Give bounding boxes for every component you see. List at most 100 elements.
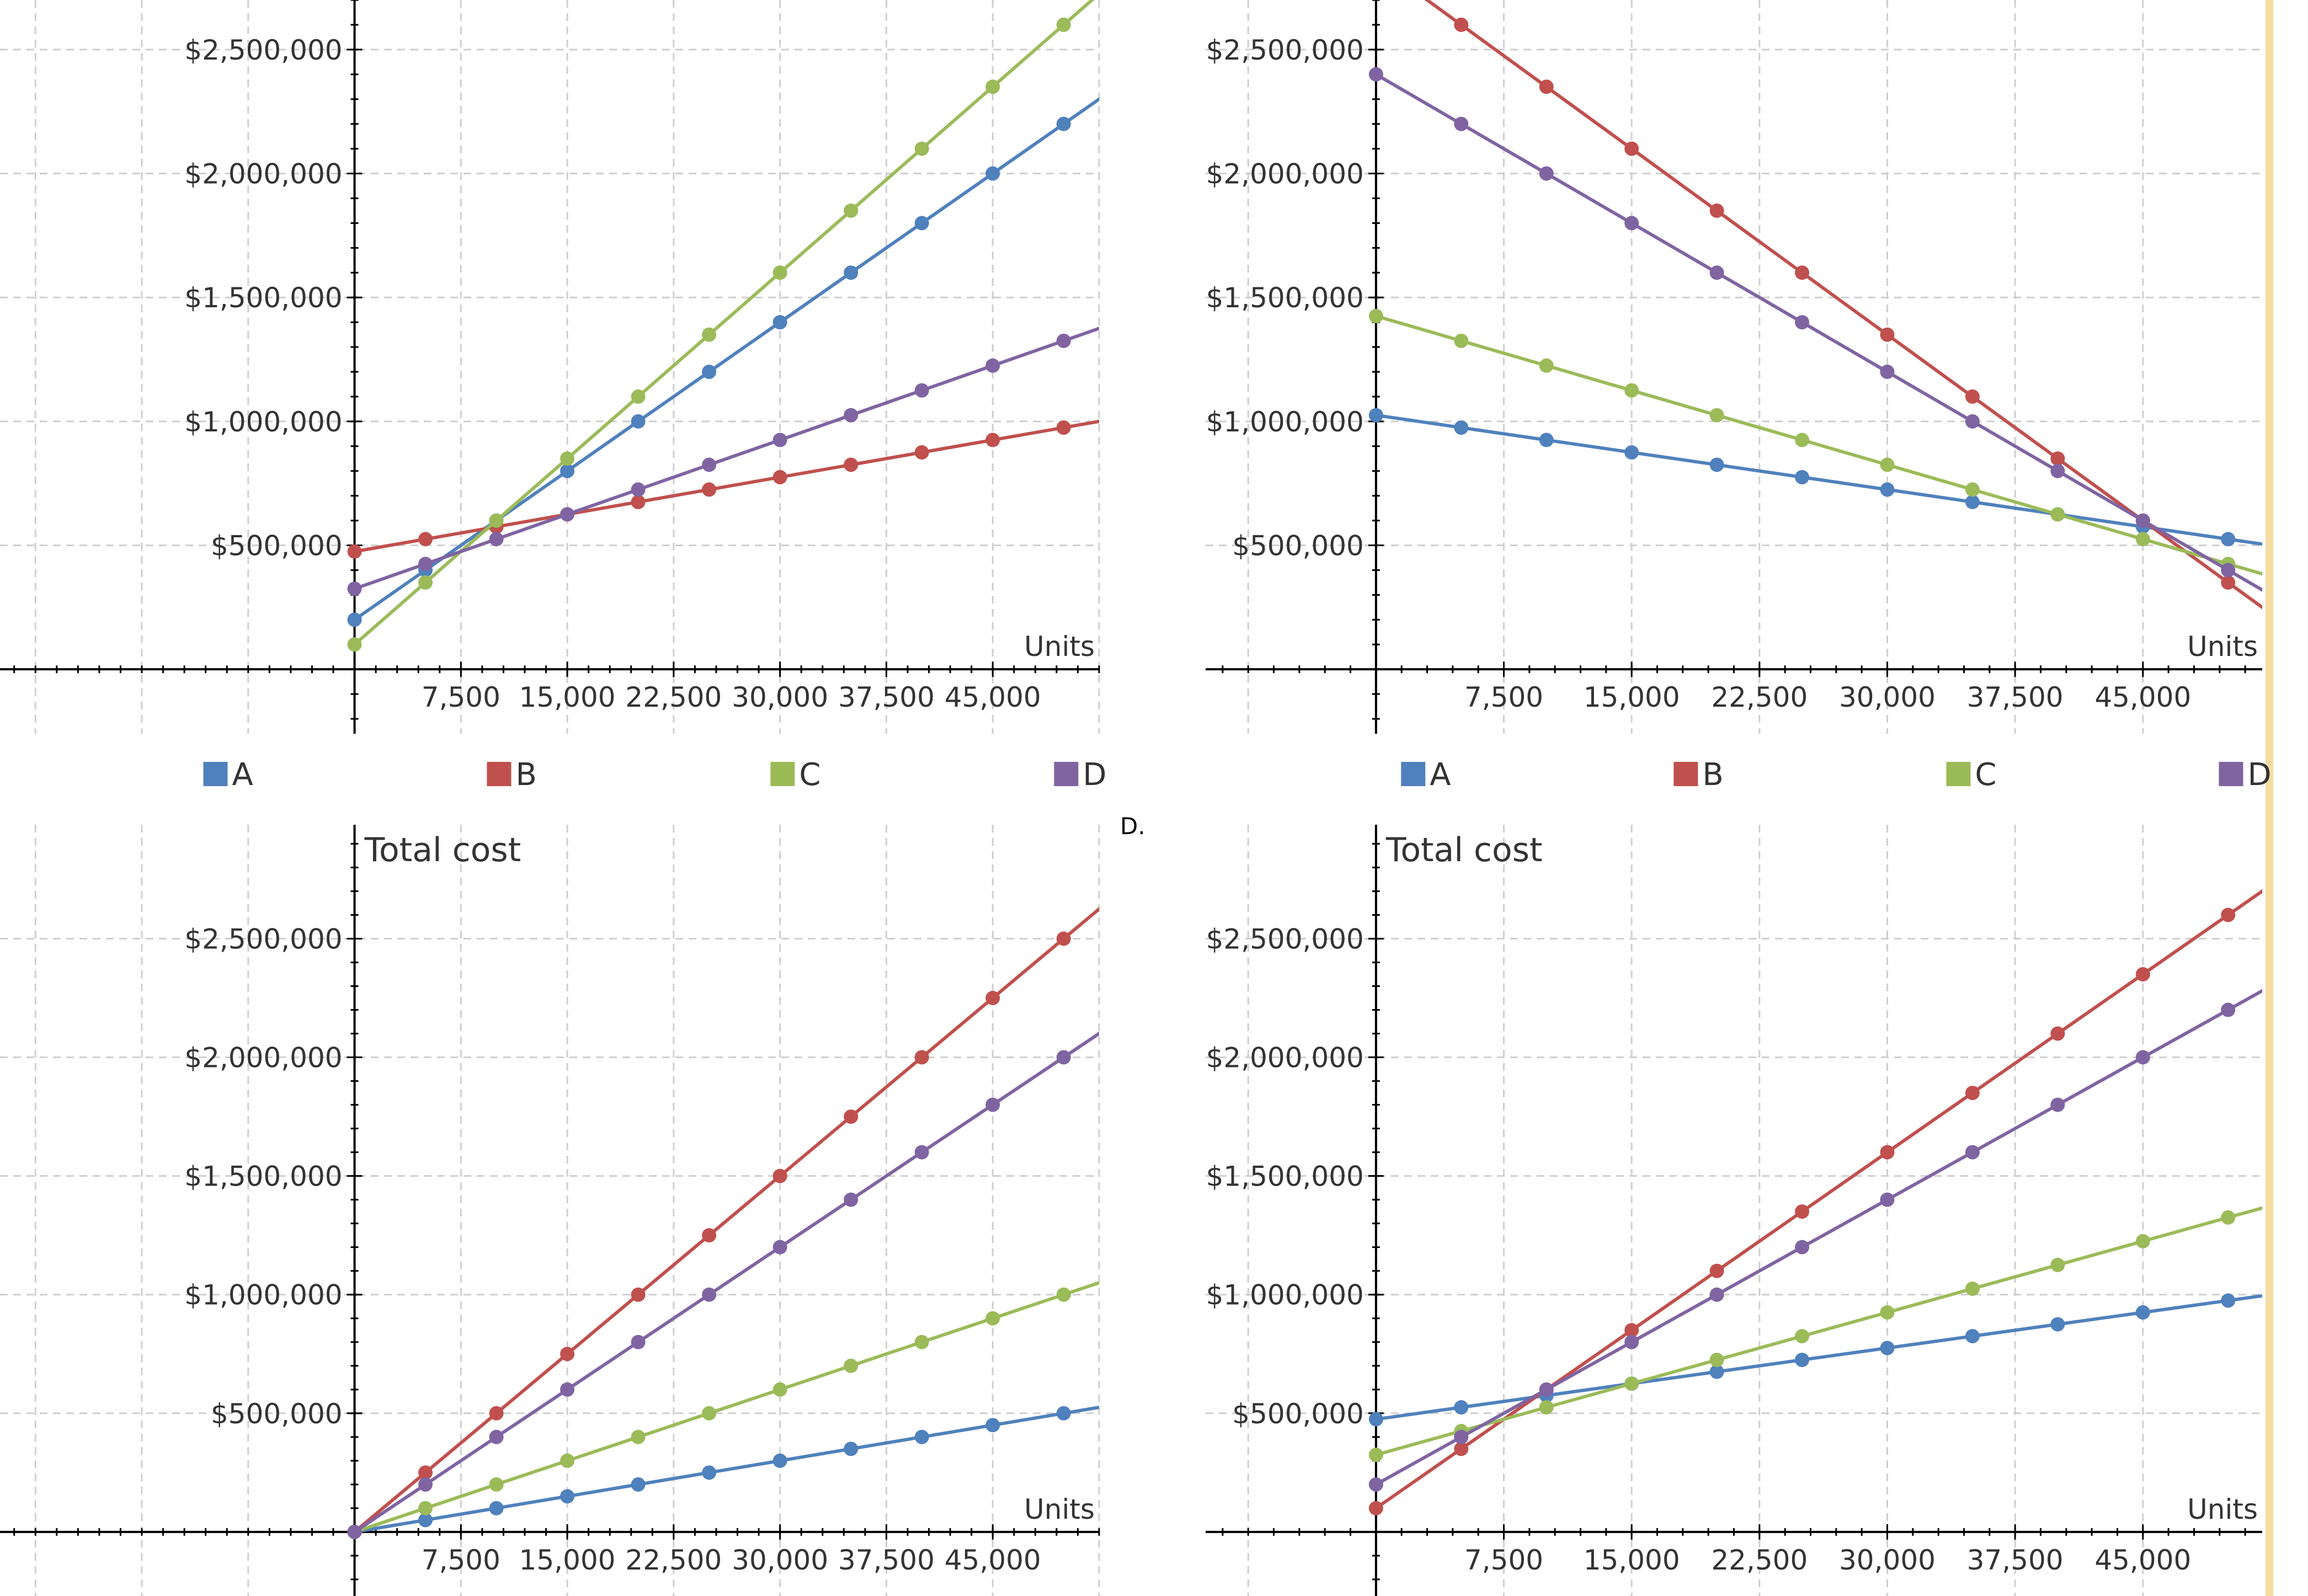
data-point-C (1624, 1376, 1639, 1391)
series-line-B (353, 906, 1099, 1534)
data-point-C (1056, 17, 1071, 32)
y-tick-label: $2,500,000 (184, 923, 342, 955)
data-point-B (772, 1168, 787, 1183)
x-axis-label: Units (2187, 1493, 2258, 1525)
x-tick-label: 37,500 (1967, 1544, 2064, 1576)
data-point-C (1795, 1328, 1810, 1343)
x-axis-label: Units (2187, 631, 2258, 663)
data-point-C (418, 1501, 433, 1515)
data-point-A (1056, 1406, 1071, 1421)
chart-panel-1: 7,500 15,000 22,500 30,000 37,500 45,000 $500,… (0, 0, 1106, 793)
x-tick-label: 45,000 (945, 1544, 1041, 1576)
data-point-C (1454, 333, 1469, 348)
y-tick-label: $500,000 (211, 1398, 343, 1430)
data-point-D (2135, 513, 2150, 528)
data-point-A (914, 216, 929, 231)
data-point-A (1965, 494, 1980, 509)
data-point-A (1056, 116, 1071, 131)
legend-swatch-D (2219, 762, 2243, 786)
data-point-A (772, 315, 787, 330)
data-point-D (1965, 1145, 1980, 1160)
data-point-B (2050, 1026, 2065, 1041)
series-line-B (1424, 0, 2262, 610)
x-axis-label: Units (1024, 1493, 1095, 1525)
data-point-D (1880, 364, 1895, 379)
x-tick-label: 7,500 (422, 1544, 500, 1576)
data-point-A (489, 1501, 504, 1515)
data-point-C (631, 389, 646, 404)
x-tick-label: 45,000 (2094, 681, 2191, 713)
legend-label-A: A (232, 757, 253, 793)
data-point-D (1539, 166, 1554, 181)
data-point-C (560, 451, 575, 466)
data-point-B (1539, 79, 1554, 94)
data-point-B (1709, 203, 1724, 218)
data-point-A (560, 1489, 575, 1504)
data-point-D (1056, 1050, 1071, 1065)
series-line-C (1376, 1206, 2262, 1456)
data-point-A (631, 1477, 646, 1492)
data-point-B (914, 445, 929, 460)
data-point-C (1709, 1352, 1724, 1367)
x-tick-label: 7,500 (422, 681, 500, 713)
data-point-C (702, 1406, 717, 1421)
data-point-B (1795, 265, 1810, 280)
data-point-A (1539, 433, 1554, 447)
data-point-B (985, 991, 1000, 1006)
legend-swatch-C (770, 762, 795, 786)
x-tick-label: 22,500 (1711, 681, 1808, 713)
data-point-B (2135, 967, 2150, 981)
data-point-A (702, 1465, 717, 1480)
data-point-A (1709, 457, 1724, 472)
data-point-A (347, 612, 362, 627)
data-point-D (347, 581, 362, 596)
data-point-C (844, 203, 859, 218)
x-tick-label: 45,000 (945, 681, 1041, 713)
data-point-B (2050, 451, 2065, 466)
y-tick-label: $1,500,000 (1206, 1161, 1364, 1193)
legend: A B C D (1401, 757, 2272, 793)
data-point-D (1368, 1477, 1383, 1492)
data-point-C (2050, 507, 2065, 522)
chart-panel-2: 7,500 15,000 22,500 30,000 37,500 45,000 $500,… (1206, 0, 2272, 793)
series-line-A (354, 1405, 1099, 1534)
data-point-C (1539, 358, 1554, 373)
data-point-A (772, 1453, 787, 1468)
y-tick-label: $1,000,000 (1206, 1279, 1364, 1311)
x-tick-label: 30,000 (732, 681, 828, 713)
y-tick-label: $2,000,000 (184, 1042, 342, 1074)
series-line-C (1376, 314, 2262, 576)
data-point-B (347, 544, 362, 559)
data-point-D (772, 1240, 787, 1255)
series-group (347, 0, 1099, 652)
data-point-D (418, 557, 433, 572)
series-line-D (1375, 989, 2262, 1486)
data-point-C (631, 1429, 646, 1444)
data-point-C (772, 1382, 787, 1397)
data-point-B (844, 1109, 859, 1124)
data-point-A (1795, 469, 1810, 484)
x-tick-label: 37,500 (838, 681, 935, 713)
data-point-B (2221, 908, 2236, 922)
data-point-B (1454, 1442, 1469, 1456)
series-group (1368, 0, 2262, 610)
data-point-B (1965, 389, 1980, 404)
data-point-D (560, 507, 575, 522)
legend-label-D: D (2247, 757, 2271, 793)
data-point-D (1709, 265, 1724, 280)
data-point-B (702, 1228, 717, 1243)
data-point-D (2135, 1050, 2150, 1065)
data-point-D (560, 1382, 575, 1397)
data-point-A (1624, 445, 1639, 460)
data-point-B (560, 1347, 575, 1362)
x-tick-label: 37,500 (1967, 681, 2064, 713)
x-tick-label: 7,500 (1464, 681, 1543, 713)
data-point-D (1795, 1240, 1810, 1255)
chart-title: Total cost (1385, 831, 1543, 869)
y-tick-label: $1,000,000 (1206, 406, 1364, 438)
data-point-C (985, 1311, 1000, 1326)
data-point-C (1965, 482, 1980, 497)
data-point-C (985, 79, 1000, 94)
data-point-C (1880, 1305, 1895, 1320)
